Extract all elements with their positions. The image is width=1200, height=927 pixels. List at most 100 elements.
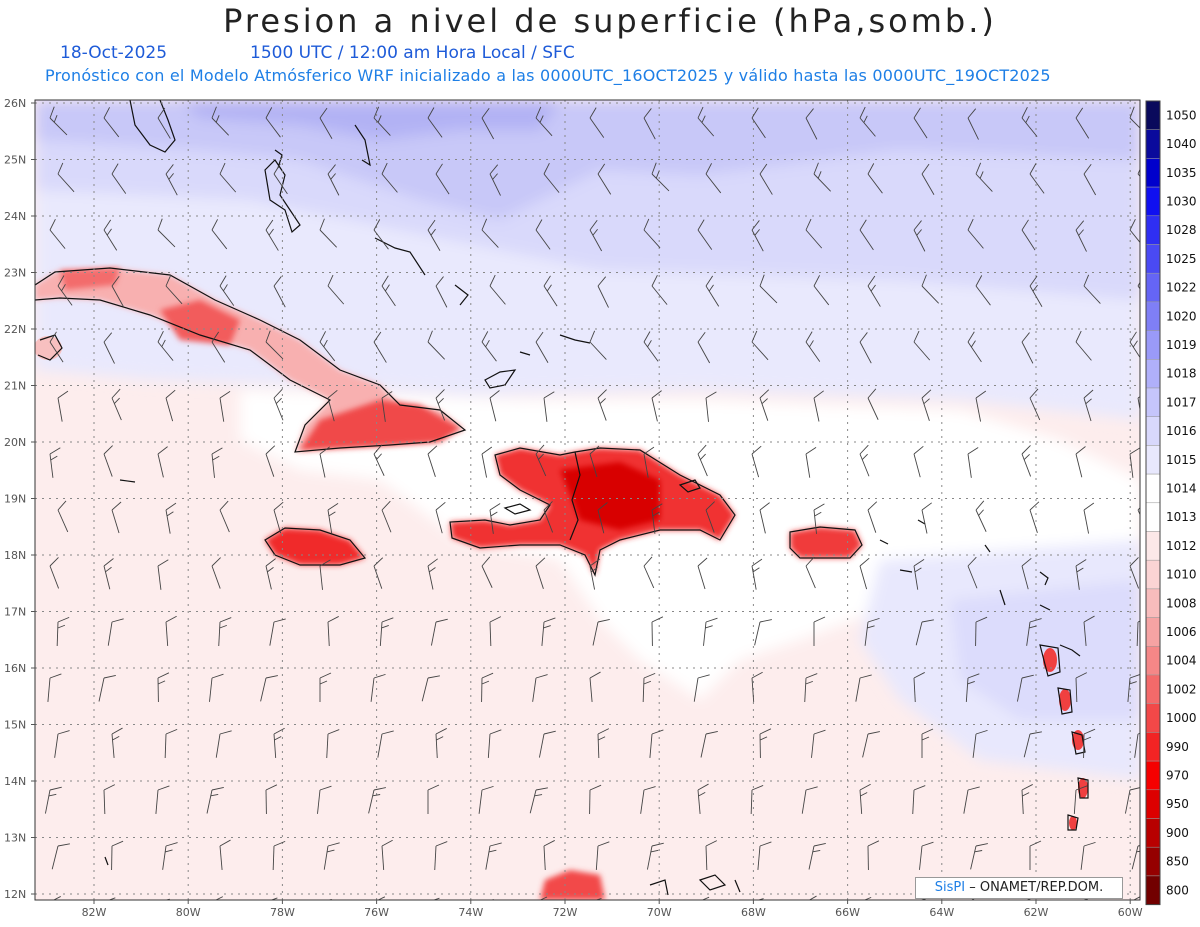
wind-barb (377, 730, 394, 758)
lon-label: 68W (741, 906, 766, 919)
wind-barb (859, 896, 872, 900)
wind-barb (273, 388, 284, 421)
wind-barb (972, 729, 988, 758)
wind-barb (49, 447, 61, 478)
wind-barb (265, 445, 276, 477)
colorbar-label: 1019 (1166, 338, 1197, 352)
colorbar-swatch (1145, 272, 1161, 303)
colorbar-label: 950 (1166, 797, 1189, 811)
colorbar-label: 850 (1166, 855, 1189, 869)
wind-barb (859, 783, 871, 814)
wind-barb (811, 729, 826, 758)
wind-barb (319, 107, 333, 140)
wind-barb (162, 842, 178, 870)
wind-barb (805, 331, 821, 362)
wind-barb (273, 727, 285, 758)
wind-barb (915, 619, 934, 646)
wind-barb (379, 617, 394, 646)
wind-barb (478, 785, 494, 814)
wind-barb (535, 444, 547, 477)
wind-barb (373, 331, 387, 363)
wind-barb (427, 558, 438, 590)
wind-barb (535, 331, 549, 364)
wind-barb (697, 896, 710, 900)
wind-barb (913, 220, 926, 252)
wind-barb (640, 786, 656, 814)
wind-barb (867, 388, 879, 420)
wind-barb (693, 674, 710, 702)
pressure-colorbar: 1050 1040 1035 1030 1028 1025 1022 1020 1019 1018… (1145, 100, 1197, 906)
wind-barb (373, 557, 384, 589)
wind-barb (913, 558, 925, 590)
lat-label: 20N (4, 436, 26, 449)
wind-barb (1127, 673, 1140, 702)
wind-barb (98, 674, 116, 702)
wind-barb (209, 673, 224, 702)
wind-barb (165, 502, 177, 534)
wind-barb (967, 556, 978, 589)
colorbar-swatch (1145, 129, 1161, 159)
wind-barb (535, 106, 553, 137)
wind-barb (589, 897, 602, 900)
wind-barb (597, 163, 612, 195)
wind-barb (481, 218, 499, 248)
wind-barb (381, 839, 393, 870)
wind-barb (1129, 557, 1140, 589)
wind-barb (859, 219, 874, 251)
wind-barb (1029, 275, 1043, 308)
wind-barb (859, 557, 870, 590)
wind-barb (111, 388, 122, 421)
colorbar-swatch (1145, 703, 1161, 733)
map-area (35, 100, 1140, 900)
wind-barb (589, 220, 603, 252)
wind-barb (373, 896, 386, 900)
wind-barb (111, 840, 124, 871)
lon-label: 66W (835, 906, 860, 919)
wind-barb (327, 616, 339, 646)
wind-barb (211, 896, 224, 900)
wind-barb (543, 275, 558, 307)
wind-barb (481, 672, 494, 703)
wind-barb (368, 787, 386, 814)
wind-barb (589, 558, 601, 590)
wind-barb (813, 390, 824, 422)
wind-barb (651, 390, 662, 422)
wind-barb (751, 220, 764, 252)
wind-barb (219, 162, 237, 193)
wind-barb (319, 218, 337, 248)
lon-label: 70W (647, 906, 672, 919)
wind-barb (651, 162, 670, 192)
wind-barb (963, 786, 980, 814)
lat-label: 18N (4, 549, 26, 562)
lat-label: 22N (4, 323, 26, 336)
wind-barb (111, 727, 123, 758)
wind-barb (1129, 218, 1140, 249)
credit-brand: SisPI (934, 880, 966, 895)
colorbar-label: 1000 (1166, 711, 1197, 725)
wind-barb (317, 785, 332, 814)
wind-barb (211, 219, 228, 250)
wind-barb (697, 783, 709, 814)
lon-label: 82W (82, 906, 107, 919)
wind-barb (327, 389, 338, 422)
wind-barb (165, 615, 177, 646)
wind-barb (1075, 107, 1090, 139)
wind-barb (56, 616, 70, 647)
wind-barb (111, 276, 125, 308)
colorbar-swatch (1145, 502, 1161, 532)
wind-barb (273, 276, 286, 308)
colorbar-swatch (1145, 473, 1161, 504)
wind-barb (759, 163, 773, 195)
wind-barb (751, 107, 766, 139)
wind-barb (535, 557, 546, 589)
wind-barb (1129, 896, 1140, 900)
wind-barb (532, 674, 548, 702)
wind-barb (751, 898, 764, 900)
wind-barb (323, 842, 340, 870)
wind-barb (751, 558, 763, 590)
wind-barb (913, 898, 926, 900)
lon-label: 78W (270, 906, 295, 919)
wind-barb (967, 447, 979, 478)
wind-barb (1083, 615, 1095, 646)
wind-barb (529, 787, 548, 814)
